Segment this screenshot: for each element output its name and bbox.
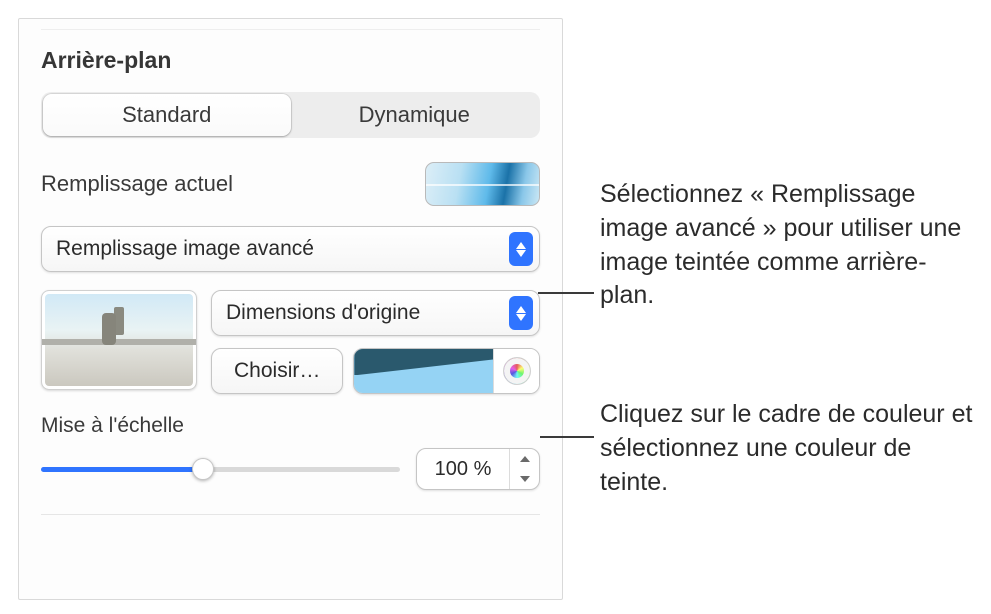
stepper-down-button[interactable] <box>510 469 539 489</box>
callout-text-tint-color: Cliquez sur le cadre de couleur et sélec… <box>600 398 980 499</box>
tab-dynamic[interactable]: Dynamique <box>291 94 539 136</box>
tint-color-well[interactable] <box>354 349 493 393</box>
divider <box>41 29 540 30</box>
choose-image-button[interactable]: Choisir… <box>211 348 343 394</box>
fill-type-selected: Remplissage image avancé <box>56 237 314 261</box>
callout-text-fill-type: Sélectionnez « Remplissage image avancé … <box>600 178 980 313</box>
section-title: Arrière-plan <box>41 47 540 74</box>
background-panel: Arrière-plan Standard Dynamique Rempliss… <box>18 18 563 600</box>
color-wheel-icon <box>503 357 531 385</box>
slider-track <box>41 467 400 472</box>
scale-label: Mise à l'échelle <box>41 414 540 438</box>
popup-arrows-icon <box>509 232 533 266</box>
tint-color-group <box>353 348 540 394</box>
popup-arrows-icon <box>509 296 533 330</box>
tab-dynamic-label: Dynamique <box>359 102 470 128</box>
current-fill-label: Remplissage actuel <box>41 171 233 197</box>
scale-slider[interactable] <box>41 453 400 485</box>
current-fill-swatch[interactable] <box>425 162 540 206</box>
divider <box>41 514 540 515</box>
image-sizing-popup[interactable]: Dimensions d'origine <box>211 290 540 336</box>
fill-image-thumbnail[interactable] <box>41 290 197 390</box>
scale-stepper[interactable]: 100 % <box>416 448 540 490</box>
slider-thumb[interactable] <box>192 458 214 480</box>
tab-standard[interactable]: Standard <box>43 94 291 136</box>
callout-leader-line <box>540 436 594 438</box>
stepper-up-button[interactable] <box>510 449 539 469</box>
image-sizing-selected: Dimensions d'origine <box>226 301 420 325</box>
fill-type-popup[interactable]: Remplissage image avancé <box>41 226 540 272</box>
tab-standard-label: Standard <box>122 102 211 128</box>
callout-leader-line <box>538 292 594 294</box>
choose-image-label: Choisir… <box>234 359 320 382</box>
background-mode-segmented[interactable]: Standard Dynamique <box>41 92 540 138</box>
scale-value: 100 % <box>417 449 509 489</box>
tint-color-picker-button[interactable] <box>493 349 539 393</box>
